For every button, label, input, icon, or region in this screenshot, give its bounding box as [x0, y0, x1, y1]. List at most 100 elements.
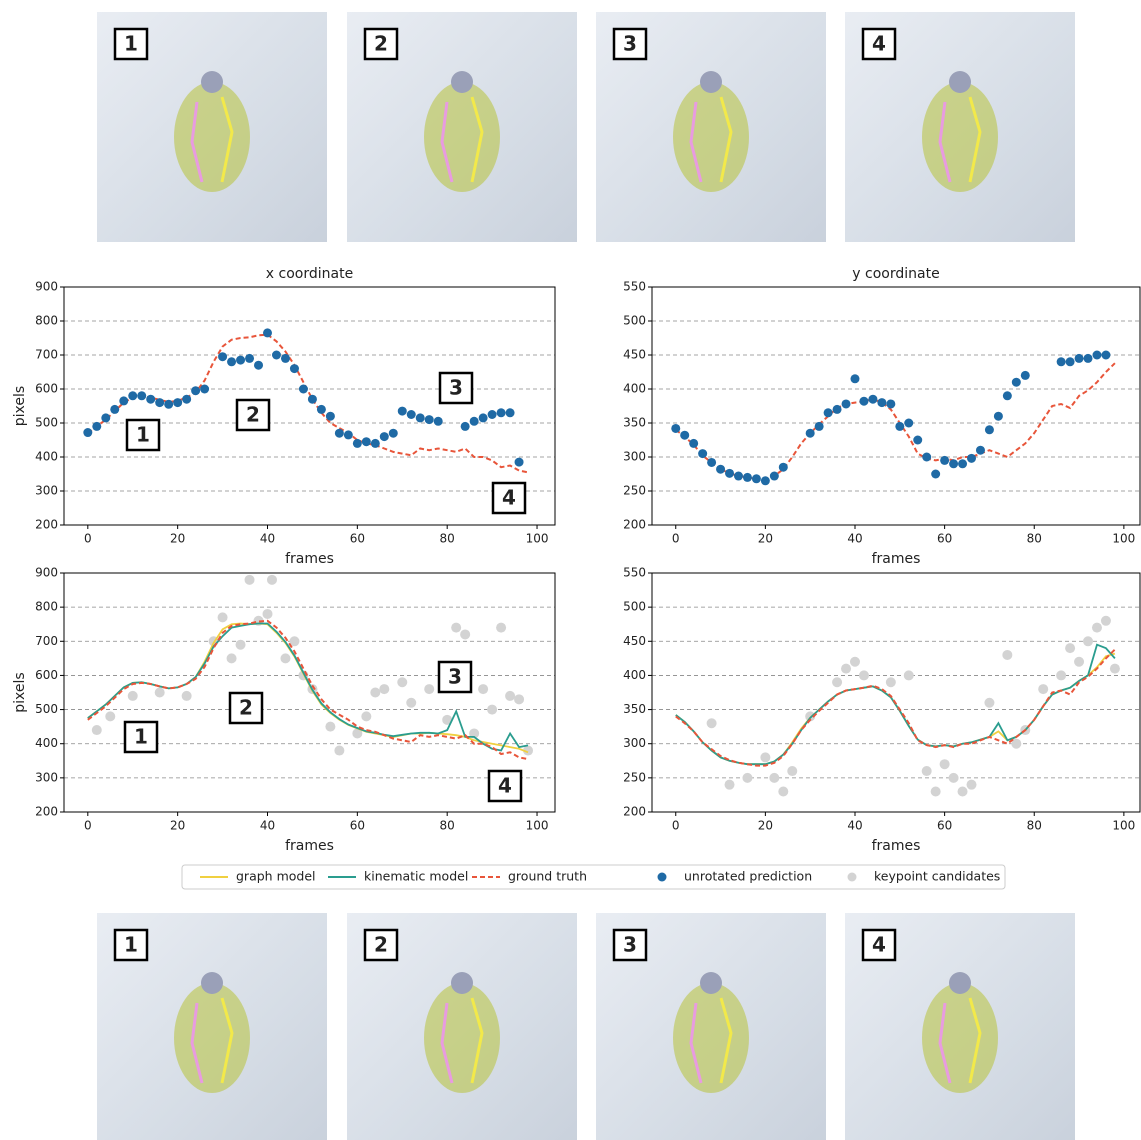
- data-point: [958, 459, 967, 468]
- data-point: [506, 408, 515, 417]
- skier: [673, 983, 749, 1093]
- data-point: [850, 374, 859, 383]
- data-point: [164, 400, 173, 409]
- data-point: [371, 439, 380, 448]
- x-tick-label: 40: [260, 819, 275, 833]
- data-point: [451, 623, 461, 633]
- y-tick-label: 300: [623, 450, 646, 464]
- data-point: [778, 787, 788, 797]
- data-point: [424, 684, 434, 694]
- y-tick-label: 450: [623, 634, 646, 648]
- data-point: [949, 773, 959, 783]
- data-point: [877, 398, 886, 407]
- x-tick-label: 60: [937, 819, 952, 833]
- data-point: [1003, 391, 1012, 400]
- data-point: [280, 653, 290, 663]
- data-point: [119, 396, 128, 405]
- data-point: [976, 446, 985, 455]
- y-tick-label: 600: [35, 382, 58, 396]
- skier: [424, 82, 500, 192]
- data-point: [379, 684, 389, 694]
- data-point: [1057, 357, 1066, 366]
- data-point: [761, 476, 770, 485]
- data-point: [101, 413, 110, 422]
- data-point: [218, 352, 227, 361]
- data-point: [689, 439, 698, 448]
- helmet: [451, 71, 473, 93]
- data-point: [478, 684, 488, 694]
- data-point: [806, 429, 815, 438]
- data-point: [308, 395, 317, 404]
- data-point: [984, 698, 994, 708]
- data-point: [787, 766, 797, 776]
- data-point: [425, 415, 434, 424]
- skier: [174, 983, 250, 1093]
- y-tick-label: 500: [623, 600, 646, 614]
- data-point: [725, 469, 734, 478]
- plot-area: [64, 287, 555, 525]
- data-point: [245, 354, 254, 363]
- data-point: [353, 439, 362, 448]
- data-point: [155, 398, 164, 407]
- data-point: [833, 405, 842, 414]
- data-point: [487, 705, 497, 715]
- data-point: [1056, 670, 1066, 680]
- y-tick-label: 250: [623, 484, 646, 498]
- data-point: [182, 395, 191, 404]
- data-point: [267, 575, 277, 585]
- helmet: [949, 972, 971, 994]
- y-tick-label: 500: [35, 416, 58, 430]
- data-point: [397, 677, 407, 687]
- data-point: [505, 691, 515, 701]
- data-point: [707, 718, 717, 728]
- data-point: [1083, 636, 1093, 646]
- data-point: [245, 575, 255, 585]
- skier: [922, 983, 998, 1093]
- x-tick-label: 80: [440, 532, 455, 546]
- skier: [424, 983, 500, 1093]
- data-point: [325, 722, 335, 732]
- y-tick-label: 400: [623, 668, 646, 682]
- data-point: [398, 407, 407, 416]
- photo-label: 3: [623, 32, 637, 56]
- y-tick-label: 300: [623, 736, 646, 750]
- y-tick-label: 800: [35, 600, 58, 614]
- data-point: [985, 425, 994, 434]
- y-tick-label: 350: [623, 416, 646, 430]
- data-point: [742, 773, 752, 783]
- data-point: [434, 417, 443, 426]
- data-point: [137, 391, 146, 400]
- data-point: [290, 364, 299, 373]
- data-point: [1075, 354, 1084, 363]
- photo-label: 4: [872, 933, 886, 957]
- x-tick-label: 100: [1112, 532, 1135, 546]
- photo-label: 3: [623, 933, 637, 957]
- data-point: [940, 759, 950, 769]
- helmet: [949, 71, 971, 93]
- chart-title: x coordinate: [266, 266, 353, 282]
- y-axis-label: pixels: [12, 672, 28, 712]
- helmet: [700, 71, 722, 93]
- annotation: 3: [449, 376, 463, 400]
- y-tick-label: 550: [623, 280, 646, 294]
- data-point: [1002, 650, 1012, 660]
- helmet: [700, 972, 722, 994]
- annotation: 4: [498, 774, 512, 798]
- data-point: [128, 691, 138, 701]
- legend-label: unrotated prediction: [684, 869, 812, 884]
- data-point: [842, 399, 851, 408]
- data-point: [760, 752, 770, 762]
- data-point: [272, 351, 281, 360]
- data-point: [1066, 357, 1075, 366]
- data-point: [752, 474, 761, 483]
- data-point: [344, 430, 353, 439]
- data-point: [967, 454, 976, 463]
- data-point: [859, 397, 868, 406]
- data-point: [886, 677, 896, 687]
- data-point: [262, 609, 272, 619]
- data-point: [931, 470, 940, 479]
- x-tick-label: 0: [84, 819, 92, 833]
- data-point: [1074, 657, 1084, 667]
- figure: 1234123420030040050060070080090002040608…: [0, 0, 1141, 1140]
- data-point: [859, 670, 869, 680]
